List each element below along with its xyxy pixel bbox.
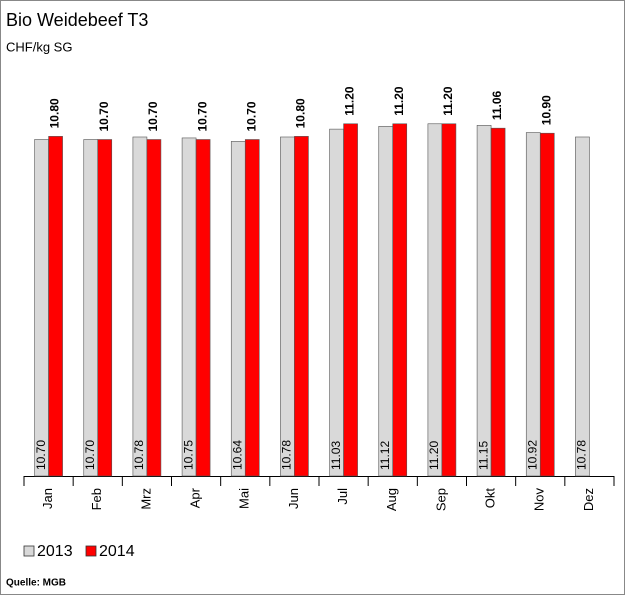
bar	[575, 136, 590, 477]
value-label: 10.64	[230, 440, 244, 470]
value-label: 10.70	[244, 101, 258, 131]
bar	[97, 139, 113, 477]
bar	[181, 137, 197, 477]
bar	[343, 123, 358, 477]
legend-label: 2014	[99, 543, 135, 560]
value-label: 10.70	[195, 101, 209, 131]
x-tick-label: Mrz	[138, 488, 153, 510]
value-label: 10.75	[181, 440, 195, 470]
value-label: 11.20	[427, 441, 441, 470]
bar	[146, 139, 162, 477]
chart-subtitle: CHF/kg SG	[6, 39, 72, 54]
bar	[427, 123, 443, 477]
value-label: 11.03	[329, 441, 343, 470]
bar	[392, 123, 408, 477]
bar	[34, 139, 49, 477]
bar	[294, 136, 309, 477]
value-label: 10.78	[280, 440, 294, 470]
x-tick-label: Jul	[335, 488, 350, 505]
x-tick-label: Apr	[188, 487, 203, 508]
x-tick-label: Jun	[286, 488, 301, 509]
bar	[329, 128, 344, 477]
value-label: 10.70	[34, 440, 48, 470]
bar	[280, 136, 295, 477]
value-label: 10.70	[97, 101, 111, 131]
legend-swatch	[23, 545, 35, 557]
value-label: 11.12	[378, 441, 392, 470]
source: Quelle: MGB	[6, 578, 66, 589]
bar	[378, 125, 394, 477]
x-tick-label: Nov	[532, 488, 547, 512]
bar	[48, 136, 63, 477]
value-label: 11.20	[343, 86, 357, 116]
bar	[132, 136, 148, 477]
value-label: 10.78	[132, 440, 146, 470]
bar	[83, 139, 99, 477]
x-tick-label: Aug	[384, 488, 399, 511]
x-tick-label: Jan	[40, 488, 55, 509]
x-tick-label: Mai	[237, 488, 252, 509]
bar	[195, 139, 211, 477]
value-label: 10.78	[575, 440, 589, 470]
value-label: 10.70	[146, 101, 160, 131]
value-label: 11.20	[392, 86, 406, 116]
value-label: 10.90	[539, 95, 553, 125]
value-label: 10.92	[525, 440, 539, 470]
value-label: 10.80	[48, 98, 62, 128]
chart-title: Bio Weidebeef T3	[6, 10, 148, 30]
bar	[525, 132, 541, 477]
x-tick-label: Dez	[581, 488, 596, 511]
value-label: 11.15	[476, 441, 490, 470]
bar	[230, 141, 246, 477]
bar	[539, 132, 555, 477]
value-label: 10.70	[83, 440, 97, 470]
bar	[490, 127, 506, 477]
x-tick-label: Feb	[89, 488, 104, 510]
value-label: 11.06	[490, 90, 504, 120]
value-label: 10.80	[294, 98, 308, 128]
bar	[476, 125, 492, 477]
legend-label: 2013	[37, 543, 73, 560]
bar	[441, 123, 457, 477]
value-label: 11.20	[441, 86, 455, 116]
legend-swatch	[85, 545, 97, 557]
bar	[244, 139, 260, 477]
x-tick-label: Okt	[483, 488, 498, 509]
x-tick-label: Sep	[433, 488, 448, 511]
